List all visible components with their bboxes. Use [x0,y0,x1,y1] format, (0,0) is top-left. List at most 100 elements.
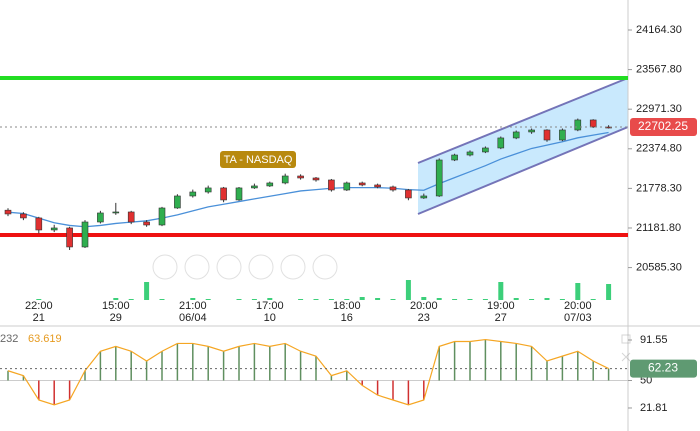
candle-body [81,221,89,248]
candle-body [158,207,166,226]
candle-body [97,212,104,223]
last-price: 22702.25 [638,119,688,133]
volume-bar [113,298,119,300]
candle-body [574,119,582,131]
pane-close[interactable] [621,352,631,362]
tool-button[interactable] [280,254,306,280]
volume-bar [190,298,196,300]
volume-bar [359,297,365,300]
volume-bar [544,298,550,300]
x-tick-date: 10 [264,312,276,324]
y-tick-label: 91.55 [640,334,668,346]
x-tick-label: 22:00 [25,300,53,312]
volume-bar [467,299,473,300]
moving-average [7,131,609,228]
candle-body [435,159,443,197]
candle-body [343,182,351,191]
tool-button[interactable] [152,254,178,280]
volume-bar [390,299,396,300]
y-tick-label: 21778.30 [636,182,682,194]
candle-body [312,177,320,181]
candle-body [559,129,566,141]
candle-body [281,175,289,184]
x-tick-label: 17:00 [256,300,284,312]
volume-bar [482,299,488,300]
candle-body [512,131,520,139]
candle-body [251,185,258,189]
candle-body [420,195,428,199]
y-tick-label: 24164.30 [636,24,682,36]
volume-bar [513,298,519,300]
y-tick-label: 21.81 [640,402,668,414]
y-tick-label: 21181.80 [636,222,681,234]
x-tick-date: 27 [495,312,507,324]
candle-body [4,209,12,215]
tool-button[interactable] [216,254,242,280]
candle-body [66,227,73,248]
volume-bar [529,299,535,300]
last-value-box [630,359,697,378]
candle-body [543,129,551,141]
volume-bar [498,282,504,300]
tool-button[interactable] [312,254,338,280]
volume-bar [344,299,350,300]
channel-upper [417,77,629,164]
candle-body [266,182,274,187]
channel-lower [417,126,629,215]
x-tick-label: 15:00 [102,300,130,312]
candle-body [466,151,474,156]
candle-body [35,217,43,231]
candle-body [235,187,243,201]
candle-body [220,187,227,201]
candle-body [589,119,597,128]
candle-body [297,175,304,179]
volume-bar [575,283,581,300]
pane-controls[interactable] [621,334,631,362]
volume-bar [36,299,42,300]
volume-bar [298,299,304,300]
volume-bar [236,299,242,300]
x-tick-label: 20:00 [410,300,438,312]
volume-bar [251,299,257,300]
x-tick-label: 21:00 [179,300,207,312]
volume-bar [375,298,381,300]
candle-body [482,147,489,153]
y-tick-label: 22374.80 [636,143,682,155]
candle-body [127,211,135,223]
tool-button[interactable] [248,254,274,280]
volume-bar [205,299,211,300]
candle-body [374,184,381,188]
candle-body [20,213,27,219]
annotation-box [220,151,296,168]
candle-body [112,211,120,214]
last-price-box [630,118,697,137]
tool-button[interactable] [184,254,210,280]
toolbar[interactable] [152,254,338,280]
volume-bar [328,299,334,300]
indicator-label: 232 [0,333,18,345]
candle-body [328,179,335,191]
y-tick-label: 20585.30 [636,261,682,273]
candle-body [389,186,397,191]
candle-body [189,191,197,197]
candle-body [405,189,412,199]
volume-bar [313,299,319,300]
volume-bar [606,284,612,300]
volume-bar [144,282,150,300]
candle-body [528,129,535,133]
pane-button[interactable] [621,334,631,344]
x-tick-date: 21 [33,312,45,324]
y-tick-label: 22971.30 [636,103,682,115]
candle-body [358,182,366,186]
indicator-line [7,338,609,406]
indicator-value-label: 63.619 [28,333,62,345]
volume-bar [436,298,442,300]
x-tick-date: 16 [341,312,353,324]
x-tick-label: 19:00 [487,300,515,312]
volume-bar [267,298,273,300]
candle-body [143,221,150,226]
x-tick-date: 07/03 [564,312,592,324]
x-tick-date: 06/04 [179,312,207,324]
channel-fill [418,78,628,214]
